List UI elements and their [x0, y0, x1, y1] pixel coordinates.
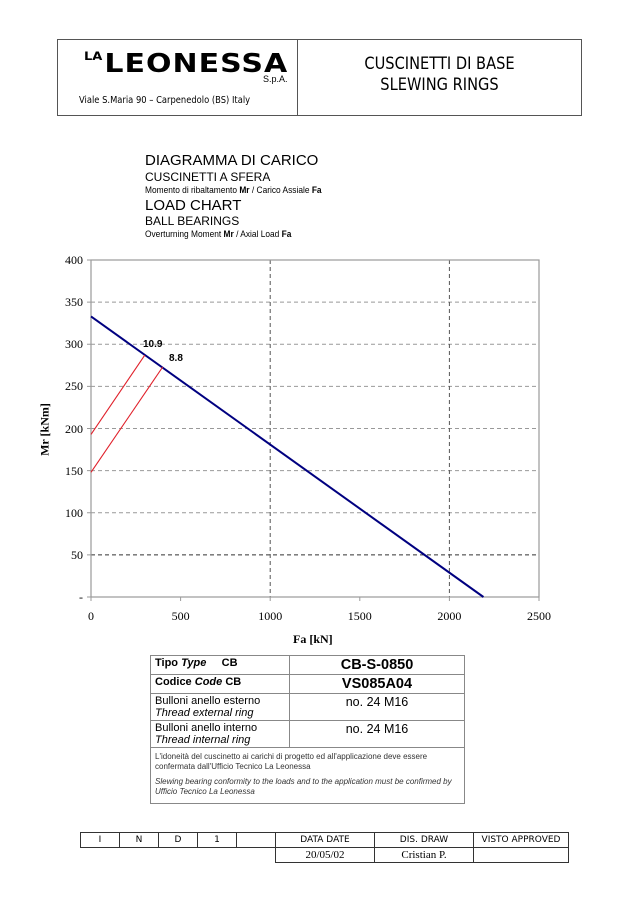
- desc-text: / Axial Load: [233, 229, 282, 240]
- footer-row-values: 20/05/02 Cristian P.: [81, 847, 569, 863]
- spec-row-int-bolts: Bulloni anello interno Thread internal ri…: [150, 720, 465, 748]
- label-it: Tipo: [155, 657, 179, 669]
- chart-subtitle-it: CUSCINETTI A SFERA: [145, 170, 271, 184]
- label-suffix: CB: [221, 657, 238, 669]
- spec-table: Tipo Type CB CB-S-0850 Codice Code CB VS…: [150, 655, 465, 804]
- index-cell: 1: [197, 832, 237, 848]
- title-block-footer: I N D 1 DATA DATE DIS. DRAW VISTO APPROV…: [80, 832, 569, 863]
- int-bolts-value: no. 24 M16: [289, 720, 465, 748]
- company-suffix: S.p.A.: [263, 74, 288, 84]
- ext-bolts-value: no. 24 M16: [289, 693, 465, 721]
- bolt-limit-line: [90, 366, 164, 473]
- code-label: Codice Code CB: [150, 674, 290, 694]
- chart-title-it: DIAGRAMMA DI CARICO: [145, 152, 319, 169]
- label-8-8: 8.8: [169, 353, 183, 364]
- spec-row-type: Tipo Type CB CB-S-0850: [150, 655, 465, 675]
- conformity-note: L'idoneità del cuscinetto ai carichi di …: [150, 747, 465, 804]
- ext-bolts-label: Bulloni anello esterno Thread external ri…: [150, 693, 290, 721]
- company-block: LALEONESSA S.p.A. Viale S.Maria 90 – Car…: [58, 40, 298, 115]
- index-cell: I: [80, 832, 120, 848]
- spec-row-code: Codice Code CB VS085A04: [150, 674, 465, 694]
- desc-fa: Fa: [281, 229, 292, 240]
- doc-title-it: CUSCINETTI DI BASE: [364, 54, 515, 74]
- label-en: Type: [181, 657, 207, 669]
- code-value: VS085A04: [289, 674, 465, 694]
- bolt-limit-line: [90, 354, 146, 435]
- label-en: Code: [194, 676, 223, 688]
- desc-mr: Mr: [223, 229, 234, 240]
- desc-fa: Fa: [311, 185, 322, 196]
- y-tick-label: -: [79, 590, 83, 604]
- spec-row-ext-bolts: Bulloni anello esterno Thread external ri…: [150, 693, 465, 721]
- y-tick-label: 350: [65, 295, 83, 310]
- y-tick-label: 250: [65, 379, 83, 394]
- index-cell: N: [119, 832, 159, 848]
- document-header: LALEONESSA S.p.A. Viale S.Maria 90 – Car…: [57, 39, 582, 116]
- x-tick-label: 1000: [258, 609, 283, 623]
- note-en: Slewing bearing conformity to the loads …: [155, 777, 452, 796]
- x-tick-label: 2000: [437, 609, 462, 623]
- desc-text: Momento di ribaltamento: [145, 185, 240, 196]
- spec-row-note: L'idoneità del cuscinetto ai carichi di …: [150, 747, 465, 804]
- y-tick-label: 100: [65, 505, 83, 520]
- label-it: Bulloni anello interno: [155, 722, 258, 734]
- draw-label: DIS. DRAW: [374, 832, 474, 848]
- y-tick-label: 150: [65, 463, 83, 478]
- label-10-9: 10.9: [143, 339, 163, 350]
- y-tick-label: 400: [65, 253, 83, 267]
- type-label: Tipo Type CB: [150, 655, 290, 675]
- chart-desc-it: Momento di ribaltamento Mr / Carico Assi…: [145, 185, 322, 196]
- label-suffix: CB: [225, 676, 242, 688]
- chart-subtitle-en: BALL BEARINGS: [145, 214, 240, 228]
- y-tick-label: 300: [65, 337, 83, 352]
- approved-label: VISTO APPROVED: [473, 832, 569, 848]
- x-tick-label: 500: [171, 609, 190, 623]
- label-it: Bulloni anello esterno: [155, 695, 261, 707]
- logo-name: LEONESSA: [104, 49, 289, 79]
- note-it: L'idoneità del cuscinetto ai carichi di …: [155, 752, 428, 771]
- y-tick-label: 200: [65, 421, 83, 436]
- footer-row-labels: I N D 1 DATA DATE DIS. DRAW VISTO APPROV…: [80, 832, 569, 848]
- desc-text: / Carico Assiale: [249, 185, 312, 196]
- approved-value: [473, 847, 569, 863]
- y-axis-label: Mr [kNm]: [37, 403, 52, 456]
- chart-series: [90, 315, 485, 598]
- chart-desc-en: Overturning Moment Mr / Axial Load Fa: [145, 229, 291, 240]
- plot-frame: [90, 259, 540, 598]
- int-bolts-label: Bulloni anello interno Thread internal ri…: [150, 720, 290, 748]
- chart-grid: [87, 259, 540, 601]
- document-title-block: CUSCINETTI DI BASE SLEWING RINGS: [298, 40, 581, 115]
- date-label: DATA DATE: [275, 832, 375, 848]
- index-cell: D: [158, 832, 198, 848]
- desc-mr: Mr: [239, 185, 250, 196]
- doc-title-en: SLEWING RINGS: [380, 75, 499, 95]
- label-it: Codice: [155, 676, 192, 688]
- x-tick-label: 0: [88, 609, 94, 623]
- logo-prefix: LA: [84, 50, 103, 64]
- type-value: CB-S-0850: [289, 655, 465, 675]
- label-en: Thread internal ring: [155, 734, 251, 746]
- footer-spacer: [81, 848, 276, 863]
- index-cell: [236, 832, 276, 848]
- draw-value: Cristian P.: [374, 847, 474, 863]
- x-tick-label: 1500: [347, 609, 372, 623]
- chart-title-en: LOAD CHART: [145, 197, 242, 214]
- date-value: 20/05/02: [275, 847, 375, 863]
- x-tick-label: 2500: [527, 609, 551, 623]
- y-tick-label: 50: [71, 547, 83, 562]
- company-logo: LALEONESSA: [84, 49, 288, 79]
- x-axis-label: Fa [kN]: [293, 632, 333, 646]
- load-limit-line: [90, 315, 485, 598]
- label-en: Thread external ring: [155, 707, 254, 719]
- desc-text: Overturning Moment: [145, 229, 224, 240]
- company-address: Viale S.Maria 90 – Carpenedolo (BS) Ital…: [79, 95, 251, 106]
